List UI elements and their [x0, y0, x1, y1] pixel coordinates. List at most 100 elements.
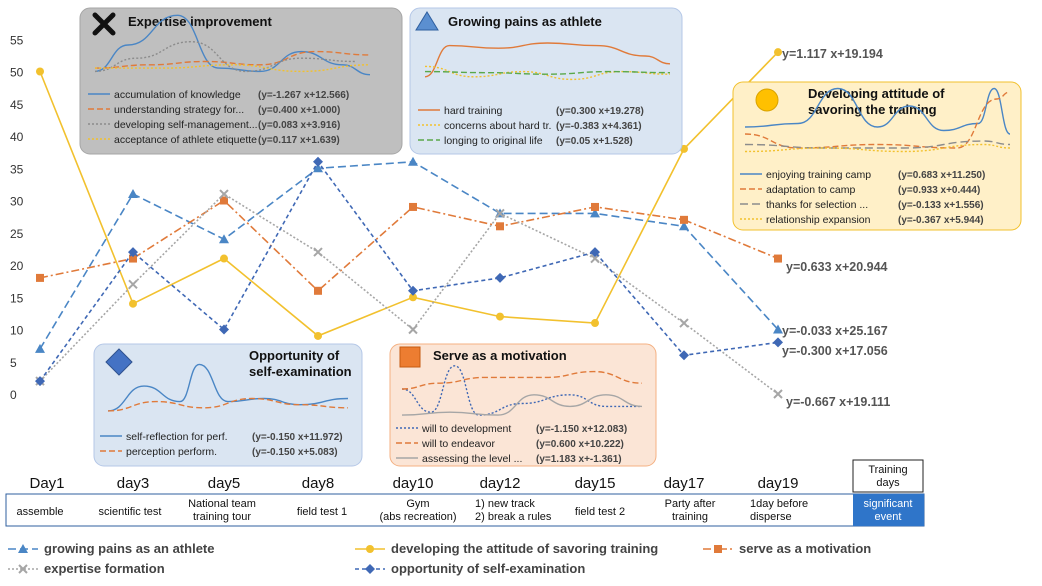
inset-box	[409, 7, 683, 155]
x-tick-label: day8	[302, 475, 335, 492]
data-point	[314, 286, 322, 295]
inset-curve	[401, 365, 642, 416]
trend-equation: y=-0.033 x+25.167	[782, 324, 888, 338]
data-point	[35, 343, 45, 353]
trend-equation: y=-0.300 x+17.056	[782, 344, 888, 358]
data-point	[219, 189, 229, 199]
inset-legend-label: assessing the level ...	[422, 453, 522, 465]
series-4	[35, 156, 783, 387]
data-point	[128, 279, 138, 290]
event-label: training	[672, 511, 708, 523]
data-point	[408, 156, 418, 166]
data-point	[313, 247, 323, 257]
inset-growing: Growing pains as athlete hard training (y=…	[409, 7, 683, 155]
data-point	[220, 196, 228, 205]
x-axis: Day1 day3 day5 day8 day10 day12 day15 day17 day1…	[29, 475, 798, 492]
x-tick-label: day19	[758, 475, 799, 492]
event-label: 1day before	[750, 498, 808, 510]
data-point	[408, 324, 418, 335]
training-days-label: Training	[868, 464, 907, 476]
inset-legend-label: longing to original life	[444, 135, 543, 147]
significant-event-label: significant	[864, 498, 913, 510]
inset-title: savoring the training	[808, 102, 937, 117]
data-point	[219, 324, 229, 335]
event-label: National team	[188, 498, 256, 510]
event-label: scientific test	[99, 506, 162, 518]
series-0	[35, 156, 783, 353]
data-point	[366, 545, 374, 553]
legend-label: serve as a motivation	[739, 541, 871, 556]
inset-title: Serve as a motivation	[433, 348, 567, 363]
data-point	[220, 254, 228, 263]
inset-legend-equation: (y=-0.367 x+5.944)	[898, 215, 984, 226]
y-tick-label: 55	[10, 33, 24, 47]
inset-legend-equation: (y=0.683 x+11.250)	[898, 170, 985, 181]
inset-curve	[107, 397, 349, 412]
data-point	[219, 234, 229, 244]
event-label: field test 1	[297, 506, 347, 518]
trend-equation: y=1.117 x+19.194	[782, 47, 883, 61]
data-point	[409, 293, 417, 302]
inset-curve	[401, 394, 643, 416]
data-point	[714, 545, 722, 553]
event-label: (abs recreation)	[379, 511, 456, 523]
data-point	[128, 189, 138, 199]
inset-legend-label: self-reflection for perf.	[126, 431, 228, 443]
inset-curve	[94, 64, 371, 73]
inset-legend-equation: (y=0.300 x+19.278)	[556, 106, 644, 117]
inset-legend-label: relationship expansion	[766, 214, 871, 226]
data-point	[774, 254, 782, 263]
data-point	[408, 285, 418, 296]
inset-legend-label: hard training	[444, 105, 503, 117]
x-tick-label: day12	[480, 475, 521, 492]
legend-label: expertise formation	[44, 561, 165, 576]
y-tick-label: 25	[10, 227, 24, 241]
inset-curve	[424, 70, 671, 75]
y-tick-label: 30	[10, 195, 24, 209]
data-point	[365, 564, 375, 574]
data-point	[591, 202, 599, 211]
inset-legend-label: acceptance of athlete etiquette	[114, 134, 257, 146]
inset-curve	[744, 143, 1011, 153]
inset-legend-equation: (y=-0.133 x+1.556)	[898, 200, 984, 211]
inset-title: Opportunity of	[249, 348, 340, 363]
y-tick-label: 35	[10, 162, 24, 176]
inset-legend-equation: (y=0.083 x+3.916)	[258, 120, 340, 131]
data-point	[679, 318, 689, 328]
inset-legend-equation: (y=-0.150 x+5.083)	[252, 447, 338, 458]
event-label: disperse	[750, 511, 792, 523]
inset-title: Expertise improvement	[128, 14, 272, 29]
training-days-label: days	[876, 477, 900, 489]
inset-curve	[94, 40, 357, 73]
inset-legend-label: accumulation of knowledge	[114, 89, 241, 101]
data-point	[313, 156, 323, 167]
significant-event-cell	[853, 494, 924, 526]
event-label: Gym	[406, 498, 429, 510]
inset-curve	[401, 370, 643, 390]
inset-legend-equation: (y=-1.267 x+12.566)	[258, 90, 349, 101]
inset-legend-label: will to development	[421, 423, 511, 435]
x-tick-label: day3	[117, 475, 150, 492]
trend-equation: y=0.633 x+20.944	[786, 260, 888, 274]
data-point	[409, 202, 417, 211]
data-point	[590, 208, 600, 218]
inset-title: Growing pains as athlete	[448, 14, 602, 29]
data-point	[18, 564, 28, 574]
data-point	[129, 254, 137, 263]
series-3	[35, 189, 783, 399]
series-line	[39, 199, 779, 292]
series-line	[39, 160, 779, 350]
data-point	[773, 337, 783, 348]
event-label: field test 2	[575, 506, 625, 518]
inset-box	[93, 343, 363, 467]
data-point	[590, 247, 600, 258]
data-point	[591, 319, 599, 328]
inset-box	[79, 7, 403, 155]
y-tick-label: 45	[10, 98, 24, 112]
inset-legend-label: concerns about hard tr.	[444, 120, 551, 132]
y-tick-label: 0	[10, 388, 17, 402]
x-tick-label: Day1	[29, 475, 64, 492]
